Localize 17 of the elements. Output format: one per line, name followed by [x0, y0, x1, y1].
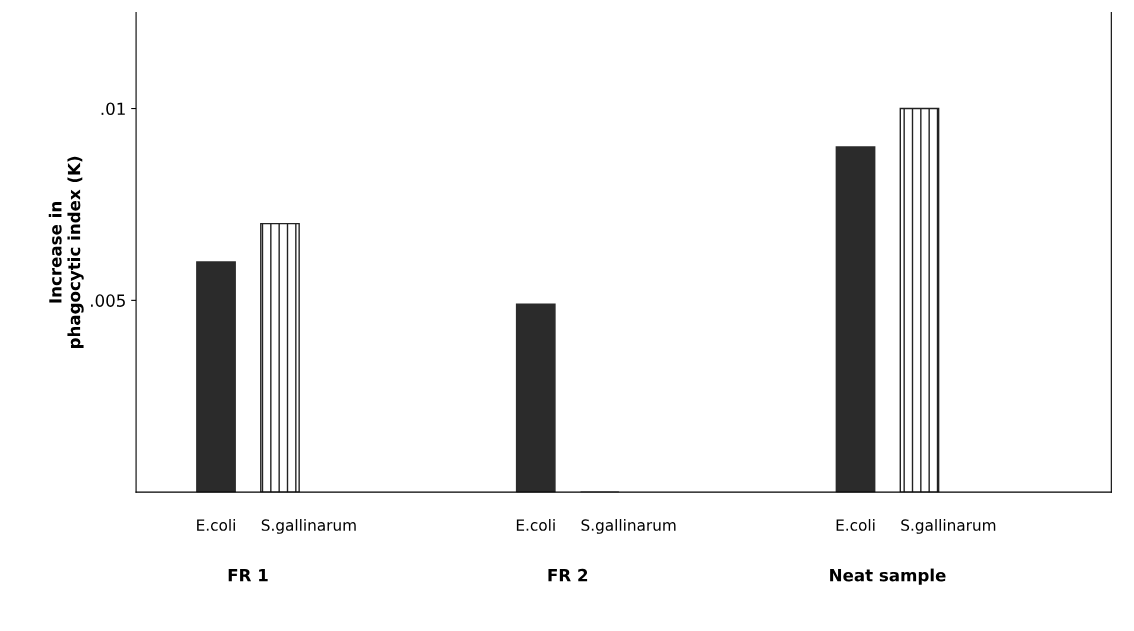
- bar: [835, 146, 876, 493]
- text: E.coli: [836, 519, 875, 531]
- bar: [899, 107, 940, 493]
- series-label: E.coli: [197, 519, 235, 531]
- x-tick-label: FR 1: [228, 569, 268, 582]
- y-tick-label: .005: [91, 294, 125, 307]
- bar: [260, 222, 300, 493]
- y-axis-title: Increase in phagocytic index (K): [48, 156, 84, 349]
- text: S.gallinarum: [581, 519, 676, 534]
- bar: [515, 303, 556, 493]
- text: E.coli: [516, 519, 555, 531]
- y-tick-label: .01: [101, 102, 125, 116]
- x-tick-label: FR 2: [548, 568, 588, 582]
- series-label: S.gallinarum: [261, 519, 356, 534]
- bar: [196, 261, 236, 493]
- x-tick-label: Neat sample: [830, 568, 946, 585]
- text: S.gallinarum: [901, 519, 996, 534]
